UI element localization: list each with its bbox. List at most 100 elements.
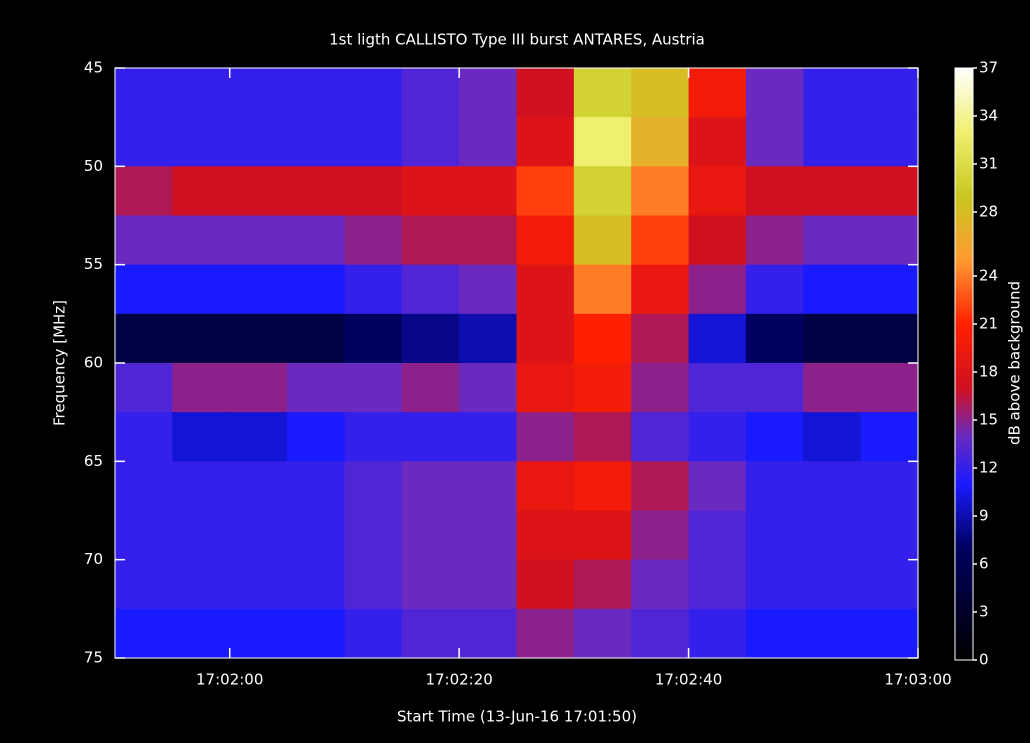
heatmap-cell	[803, 560, 861, 610]
y-tick-label: 70	[84, 550, 103, 568]
colorbar-tick-label: 0	[979, 651, 989, 669]
heatmap-cell	[172, 461, 230, 511]
heatmap-cell	[631, 216, 689, 266]
heatmap-cell	[402, 609, 460, 659]
heatmap-cell	[459, 609, 517, 659]
heatmap-cell	[574, 363, 632, 413]
heatmap-cell	[574, 314, 632, 364]
heatmap-cell	[517, 609, 575, 659]
heatmap-cell	[172, 314, 230, 364]
y-tick-label: 55	[84, 255, 103, 273]
heatmap-cell	[459, 511, 517, 561]
heatmap-cell	[517, 560, 575, 610]
heatmap-cell	[689, 265, 747, 315]
heatmap-cell	[287, 560, 345, 610]
heatmap-cell	[115, 560, 173, 610]
heatmap-cell	[344, 511, 402, 561]
heatmap-cell	[230, 117, 288, 167]
heatmap-cell	[172, 117, 230, 167]
heatmap-cell	[287, 216, 345, 266]
heatmap-cell	[746, 216, 804, 266]
heatmap-cell	[574, 117, 632, 167]
chart-title: 1st ligth CALLISTO Type III burst ANTARE…	[329, 31, 705, 49]
heatmap-cell	[230, 68, 288, 118]
heatmap-cell	[861, 609, 919, 659]
heatmap-cell	[230, 363, 288, 413]
y-tick-label: 65	[84, 452, 103, 470]
heatmap-cell	[287, 117, 345, 167]
heatmap-cell	[459, 560, 517, 610]
y-tick-label: 60	[84, 354, 103, 372]
heatmap-cell	[803, 68, 861, 118]
x-tick-label: 17:02:20	[425, 671, 492, 689]
heatmap-cell	[631, 412, 689, 462]
heatmap-cell	[115, 166, 173, 216]
heatmap-cell	[172, 560, 230, 610]
heatmap-cell	[861, 117, 919, 167]
heatmap-cell	[402, 216, 460, 266]
x-axis-label: Start Time (13-Jun-16 17:01:50)	[397, 708, 637, 726]
colorbar-tick-label: 15	[979, 411, 998, 429]
heatmap-cell	[344, 166, 402, 216]
heatmap-cell	[689, 166, 747, 216]
heatmap-cell	[230, 166, 288, 216]
heatmap-cell	[459, 68, 517, 118]
colorbar-tick-label: 9	[979, 507, 989, 525]
heatmap-cell	[115, 461, 173, 511]
heatmap-cell	[402, 265, 460, 315]
colorbar-tick-label: 18	[979, 363, 998, 381]
heatmap-cell	[517, 265, 575, 315]
heatmap-cell	[746, 511, 804, 561]
heatmap-cell	[115, 68, 173, 118]
heatmap-cell	[459, 166, 517, 216]
heatmap-cell	[172, 216, 230, 266]
heatmap-cell	[459, 265, 517, 315]
heatmap-cell	[574, 216, 632, 266]
heatmap-cell	[172, 511, 230, 561]
heatmap-cell	[689, 314, 747, 364]
heatmap-cell	[689, 363, 747, 413]
colorbar-tick-label: 3	[979, 603, 989, 621]
heatmap-cell	[402, 68, 460, 118]
heatmap-cell	[115, 314, 173, 364]
heatmap-cell	[115, 216, 173, 266]
heatmap-cell	[459, 363, 517, 413]
heatmap-cell	[803, 412, 861, 462]
heatmap-cell	[803, 216, 861, 266]
heatmap-cell	[861, 166, 919, 216]
heatmap-cell	[517, 412, 575, 462]
chart: 1st ligth CALLISTO Type III burst ANTARE…	[0, 0, 1030, 743]
heatmap-cell	[574, 609, 632, 659]
heatmap-cell	[344, 560, 402, 610]
heatmap-cell	[861, 560, 919, 610]
heatmap-cell	[172, 68, 230, 118]
heatmap-cell	[517, 363, 575, 413]
heatmap-cell	[517, 511, 575, 561]
heatmap-cell	[517, 216, 575, 266]
heatmap-cell	[517, 166, 575, 216]
heatmap-cell	[402, 412, 460, 462]
heatmap-cell	[459, 117, 517, 167]
heatmap-cell	[746, 461, 804, 511]
heatmap-cell	[689, 68, 747, 118]
heatmap-cell	[402, 363, 460, 413]
heatmap-cell	[689, 117, 747, 167]
y-tick-label: 50	[84, 157, 103, 175]
heatmap-cell	[344, 609, 402, 659]
heatmap-cell	[861, 363, 919, 413]
heatmap-cell	[230, 265, 288, 315]
heatmap-cell	[287, 363, 345, 413]
heatmap-cell	[861, 216, 919, 266]
heatmap-cell	[230, 314, 288, 364]
heatmap-cell	[746, 117, 804, 167]
heatmap-cell	[459, 461, 517, 511]
heatmap-cell	[631, 265, 689, 315]
heatmap-cell	[861, 265, 919, 315]
heatmap-cell	[344, 412, 402, 462]
y-tick-label: 75	[84, 649, 103, 667]
colorbar-tick-label: 24	[979, 267, 998, 285]
heatmap-cell	[689, 412, 747, 462]
colorbar	[955, 68, 973, 660]
heatmap-cell	[115, 609, 173, 659]
heatmap-cell	[287, 412, 345, 462]
